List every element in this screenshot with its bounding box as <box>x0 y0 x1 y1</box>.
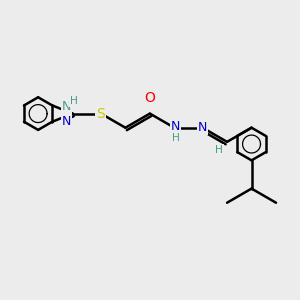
Text: H: H <box>172 133 180 142</box>
Text: H: H <box>70 96 78 106</box>
Text: N: N <box>62 115 71 128</box>
Text: N: N <box>171 120 180 133</box>
Text: H: H <box>215 145 223 155</box>
Text: N: N <box>198 121 207 134</box>
Text: S: S <box>97 106 105 121</box>
Text: O: O <box>144 91 155 105</box>
Text: N: N <box>62 100 71 112</box>
